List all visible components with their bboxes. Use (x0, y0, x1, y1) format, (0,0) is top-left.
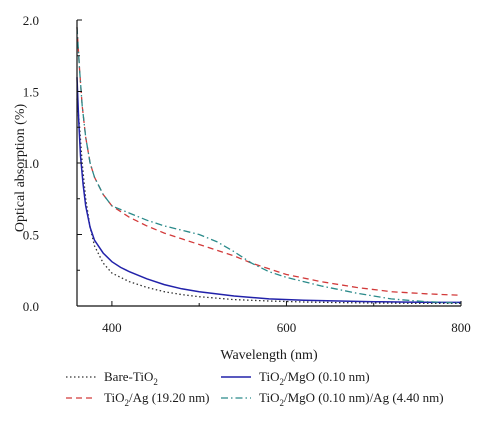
series-line (76, 98, 461, 305)
y-tick-label: 1.5 (23, 85, 39, 100)
series-line (76, 77, 461, 304)
y-tick-label: 0.5 (23, 228, 39, 243)
legend-label: TiO2/Ag (19.20 nm) (104, 390, 210, 408)
x-tick-label: 400 (102, 320, 122, 335)
legend-item: TiO2/MgO (0.10 nm) (221, 369, 370, 387)
series-layer (76, 27, 462, 305)
x-ticks: 400 600 800 (102, 301, 471, 335)
y-tick-label: 0.0 (23, 299, 39, 314)
y-tick-label: 1.0 (23, 156, 39, 171)
x-tick-label: 600 (277, 320, 297, 335)
plot-area: 400 600 800 0.0 0.5 1.0 1.5 2.0 (23, 13, 471, 335)
y-ticks: 0.0 0.5 1.0 1.5 2.0 (23, 13, 82, 314)
series-line (76, 27, 462, 304)
legend-label: TiO2/MgO (0.10 nm)/Ag (4.40 nm) (259, 390, 444, 408)
legend-item: TiO2/Ag (19.20 nm) (66, 390, 210, 408)
legend-label: Bare-TiO2 (104, 369, 158, 387)
legend-item: Bare-TiO2 (66, 369, 158, 387)
x-axis-title: Wavelength (nm) (220, 348, 318, 363)
legend-label: TiO2/MgO (0.10 nm) (259, 369, 370, 387)
x-tick-label: 800 (451, 320, 471, 335)
y-tick-label: 2.0 (23, 13, 39, 28)
legend: Bare-TiO2 TiO2/MgO (0.10 nm) TiO2/Ag (19.2… (66, 369, 444, 408)
series-line (76, 27, 462, 296)
legend-item: TiO2/MgO (0.10 nm)/Ag (4.40 nm) (221, 390, 444, 408)
y-axis-title: Optical absorption (%) (13, 104, 28, 233)
